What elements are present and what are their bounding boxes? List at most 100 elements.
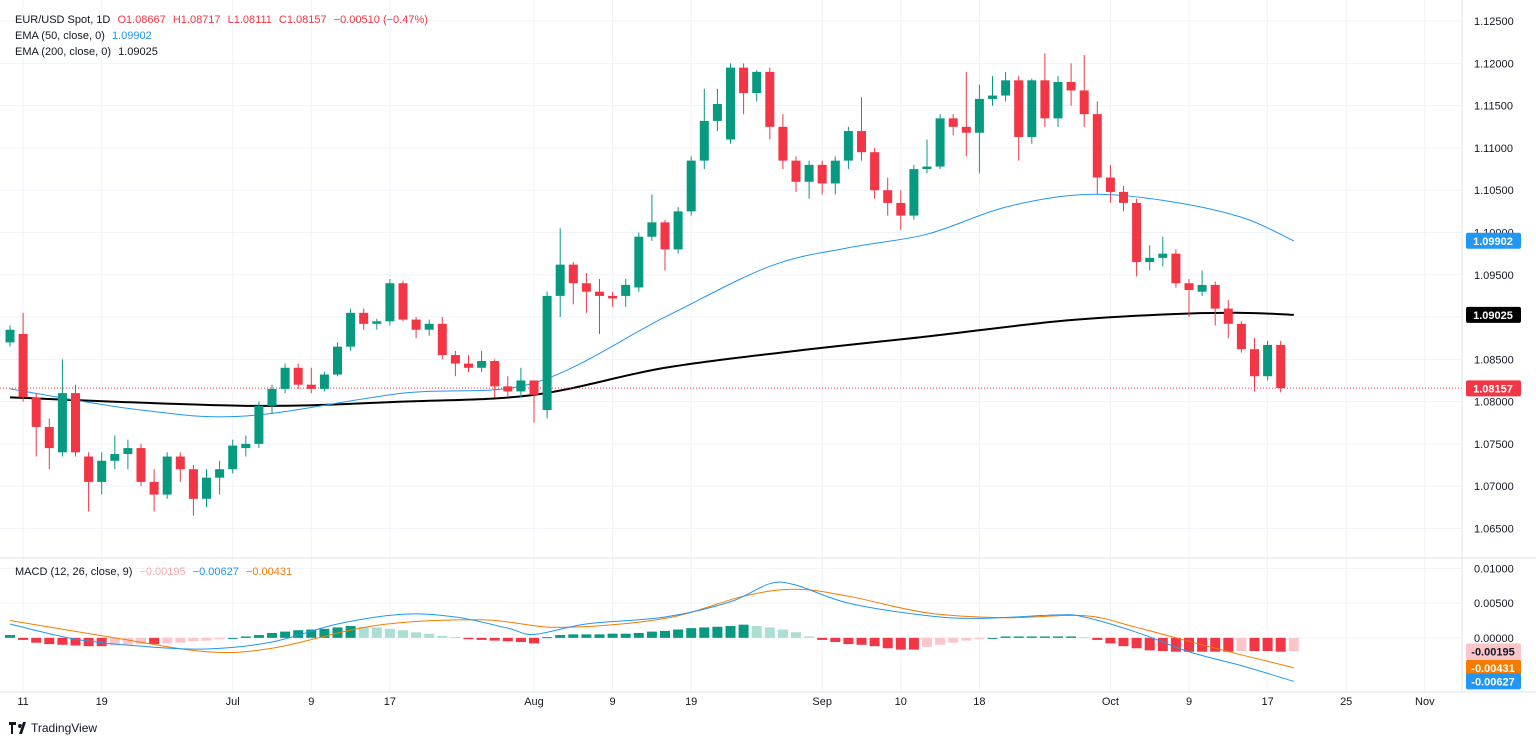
macd-hist-bar bbox=[895, 637, 906, 650]
candle-body bbox=[1236, 323, 1246, 350]
candle bbox=[1276, 340, 1286, 393]
legend-ema200-label: EMA (200, close, 0) bbox=[15, 46, 111, 58]
macd-hist-bar bbox=[450, 637, 461, 639]
candle-body bbox=[411, 319, 421, 330]
macd-hist-bar bbox=[777, 629, 788, 638]
macd-hist-bar bbox=[5, 635, 15, 638]
last-price-tag-text: 1.08157 bbox=[1473, 383, 1513, 395]
ema50-price-tag-bg bbox=[1466, 232, 1521, 249]
candle bbox=[31, 393, 41, 457]
candle-body bbox=[450, 355, 460, 364]
ema200-price-tag-text: 1.09025 bbox=[1473, 310, 1513, 322]
candle-body bbox=[162, 456, 172, 495]
candle bbox=[254, 401, 264, 449]
macd-hist-bar bbox=[109, 637, 120, 646]
macd-hist-bar bbox=[476, 637, 487, 640]
candle bbox=[215, 460, 225, 495]
candle bbox=[477, 350, 487, 372]
macd-tick-label: 0.00500 bbox=[1474, 598, 1514, 610]
candle bbox=[1263, 340, 1273, 381]
macd-hist-bar bbox=[18, 637, 29, 640]
candle-body bbox=[817, 164, 827, 184]
candle bbox=[922, 139, 932, 174]
ema50-price-tag: 1.09902 bbox=[1466, 232, 1521, 249]
candle-body bbox=[909, 169, 919, 216]
macd-hist-bar bbox=[149, 637, 160, 645]
macd-hist-bar bbox=[188, 637, 199, 642]
candle bbox=[1158, 236, 1168, 267]
candle-body bbox=[988, 95, 997, 99]
candle-body bbox=[136, 448, 146, 482]
candle bbox=[1119, 186, 1128, 212]
candle-body bbox=[1145, 257, 1155, 263]
candle bbox=[673, 207, 683, 254]
candle bbox=[293, 363, 303, 389]
ema200-price-tag-bg bbox=[1466, 306, 1521, 323]
candle-body bbox=[215, 469, 225, 478]
price-tick-label: 1.11500 bbox=[1474, 101, 1513, 113]
macd-line-tag-bg bbox=[1466, 673, 1521, 690]
candle-body bbox=[1014, 80, 1024, 137]
time-tick-label: Jul bbox=[226, 696, 240, 708]
candle bbox=[568, 262, 578, 305]
candle bbox=[450, 350, 460, 377]
legend-change: −0.00510 (−0.47%) bbox=[333, 14, 428, 26]
candle bbox=[1079, 54, 1089, 127]
candle-body bbox=[883, 190, 893, 203]
legend-main: EUR/USD Spot, 1D O1.08667 H1.08717 L1.08… bbox=[15, 14, 432, 26]
macd-hist-bar bbox=[948, 637, 959, 643]
macd-hist-bar bbox=[411, 632, 422, 638]
candle-body bbox=[752, 71, 762, 93]
candle bbox=[542, 291, 552, 419]
candle bbox=[1223, 300, 1233, 339]
macd-hist-bar bbox=[1262, 637, 1273, 652]
candle bbox=[1053, 76, 1063, 127]
macd-hist-bar bbox=[1131, 637, 1142, 649]
candle bbox=[411, 317, 421, 339]
time-tick-label: 19 bbox=[96, 696, 108, 708]
candle bbox=[726, 63, 735, 144]
candle-body bbox=[1079, 90, 1089, 115]
candle bbox=[778, 114, 788, 170]
candle bbox=[385, 279, 395, 326]
candle-body bbox=[922, 166, 932, 170]
macd-hist-bar bbox=[1000, 636, 1011, 638]
candle bbox=[71, 384, 80, 457]
candle-body bbox=[634, 236, 644, 288]
time-tick-label: Aug bbox=[524, 696, 544, 708]
candle bbox=[608, 291, 618, 307]
candle bbox=[18, 312, 28, 402]
macd-hist-bar bbox=[568, 634, 579, 638]
candle-body bbox=[568, 264, 578, 284]
candle-body bbox=[372, 321, 382, 324]
legend-close: C1.08157 bbox=[278, 14, 327, 26]
macd-hist-bar bbox=[44, 637, 55, 645]
macd-hist-bar bbox=[882, 637, 893, 649]
legend-macd-hist: −0.00195 bbox=[139, 566, 186, 578]
candle-body bbox=[961, 126, 971, 133]
macd-hist-bar bbox=[240, 636, 251, 638]
candle-body bbox=[830, 160, 840, 184]
macd-line bbox=[9, 581, 1294, 682]
candle bbox=[516, 367, 526, 398]
price-tick-label: 1.08000 bbox=[1474, 397, 1514, 409]
macd-hist-bar bbox=[384, 628, 395, 638]
macd-hist-bar bbox=[463, 637, 474, 640]
candle bbox=[660, 219, 670, 271]
macd-lines bbox=[9, 581, 1294, 682]
candle-body bbox=[1105, 177, 1115, 192]
tradingview-logo[interactable]: TradingView bbox=[9, 721, 97, 735]
macd-hist-bar bbox=[843, 637, 854, 645]
candle-body bbox=[1066, 82, 1076, 91]
candle bbox=[1132, 198, 1142, 277]
macd-hist-bar bbox=[987, 637, 998, 639]
macd-hist-bar bbox=[686, 628, 697, 638]
candle bbox=[791, 156, 801, 192]
candle bbox=[974, 84, 984, 174]
candle-body bbox=[516, 380, 526, 392]
candle bbox=[5, 325, 15, 347]
candle bbox=[228, 439, 238, 474]
macd-hist-bar bbox=[555, 635, 566, 638]
candle bbox=[1236, 321, 1246, 353]
